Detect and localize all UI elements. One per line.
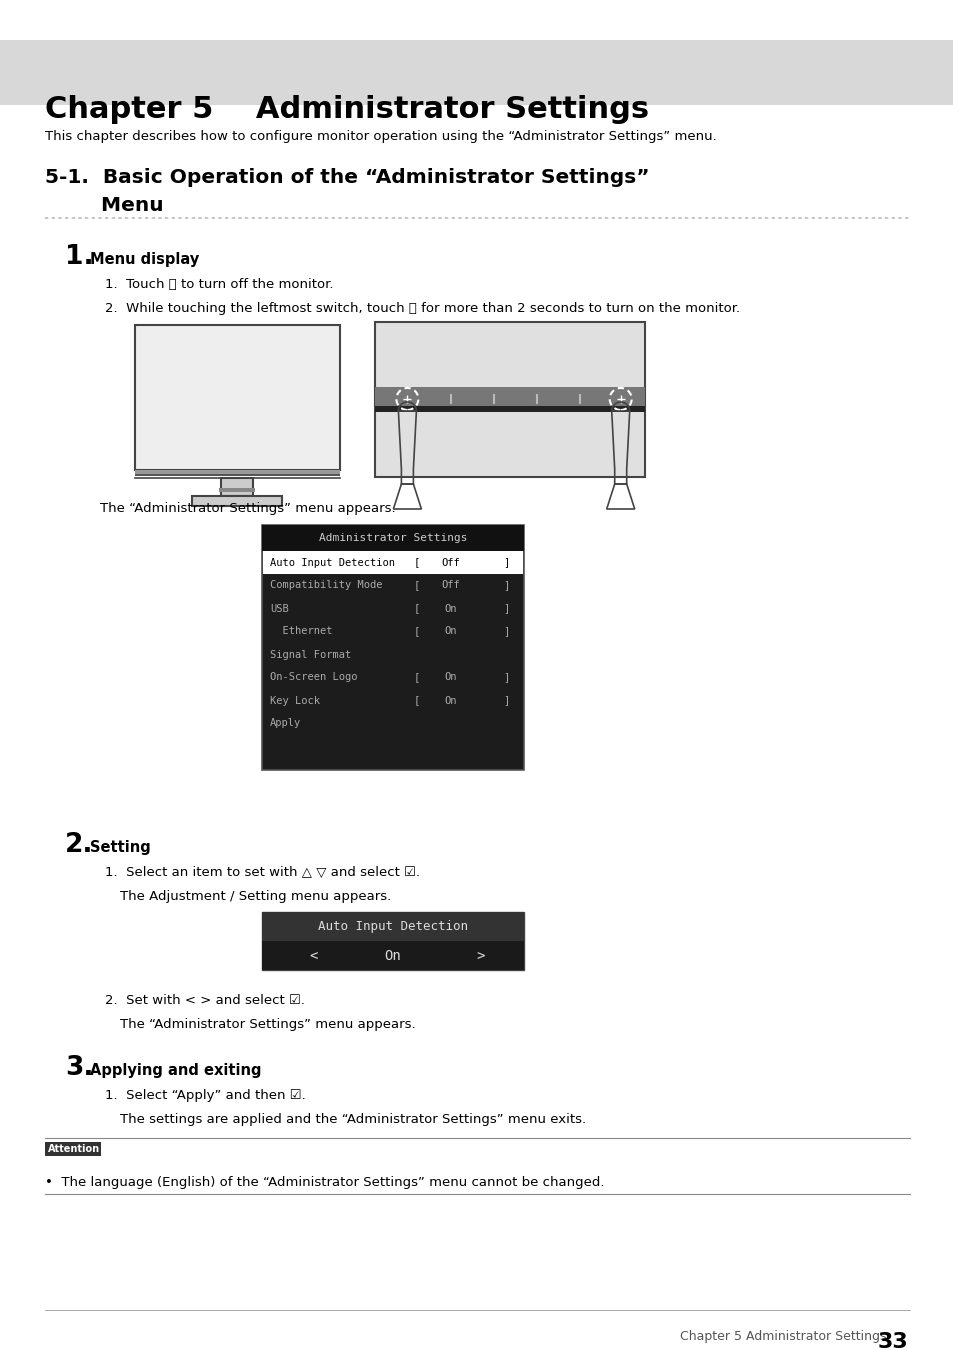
Text: [: [: [414, 558, 419, 567]
Text: Signal Format: Signal Format: [270, 649, 351, 660]
Bar: [375, 387, 644, 412]
Text: [: [: [414, 626, 419, 636]
Bar: [262, 941, 523, 971]
Text: 2.  Set with < > and select ☑.: 2. Set with < > and select ☑.: [105, 994, 305, 1007]
Bar: [375, 323, 644, 477]
Text: Compatibility Mode: Compatibility Mode: [270, 580, 382, 590]
Bar: [45, 1142, 101, 1156]
Text: 2.  While touching the leftmost switch, touch ⏻ for more than 2 seconds to turn : 2. While touching the leftmost switch, t…: [105, 302, 740, 315]
Text: 1.  Select an item to set with △ ▽ and select ☑.: 1. Select an item to set with △ ▽ and se…: [105, 865, 419, 879]
Text: •  The language (English) of the “Administrator Settings” menu cannot be changed: • The language (English) of the “Adminis…: [45, 1176, 604, 1189]
Text: ]: ]: [502, 580, 509, 590]
Bar: [262, 913, 523, 971]
Text: <: <: [309, 949, 317, 963]
Text: Applying and exiting: Applying and exiting: [90, 1062, 261, 1079]
Text: Auto Input Detection: Auto Input Detection: [270, 558, 395, 567]
Text: On: On: [444, 626, 456, 636]
Bar: [262, 525, 523, 769]
Text: On: On: [444, 695, 456, 706]
Text: Attention: Attention: [48, 1143, 100, 1154]
Bar: [262, 525, 523, 551]
Text: Chapter 5 Administrator Settings: Chapter 5 Administrator Settings: [679, 1330, 885, 1343]
Text: 33: 33: [877, 1332, 907, 1350]
Text: 5-1.  Basic Operation of the “Administrator Settings”: 5-1. Basic Operation of the “Administrat…: [45, 167, 649, 188]
Text: ]: ]: [502, 695, 509, 706]
Text: 1.: 1.: [65, 244, 93, 270]
Text: On: On: [444, 672, 456, 683]
Text: 2.: 2.: [65, 832, 93, 859]
Text: Off: Off: [441, 580, 459, 590]
Text: Menu: Menu: [45, 196, 164, 215]
Text: Setting: Setting: [90, 840, 151, 855]
Text: 3.: 3.: [65, 1054, 93, 1081]
Text: Off: Off: [441, 558, 459, 567]
Bar: [192, 495, 282, 506]
Bar: [135, 470, 339, 477]
Text: [: [: [414, 695, 419, 706]
Text: ]: ]: [502, 603, 509, 613]
Text: [: [: [414, 672, 419, 683]
Text: Key Lock: Key Lock: [270, 695, 319, 706]
Bar: [135, 474, 339, 477]
Text: On: On: [384, 949, 401, 963]
Text: Menu display: Menu display: [90, 252, 199, 267]
Bar: [375, 406, 644, 412]
Text: The Adjustment / Setting menu appears.: The Adjustment / Setting menu appears.: [120, 890, 391, 903]
Text: ]: ]: [502, 558, 509, 567]
Text: Apply: Apply: [270, 718, 301, 729]
Text: The settings are applied and the “Administrator Settings” menu exits.: The settings are applied and the “Admini…: [120, 1112, 585, 1126]
Text: Ethernet: Ethernet: [270, 626, 333, 636]
Text: On-Screen Logo: On-Screen Logo: [270, 672, 357, 683]
Text: Auto Input Detection: Auto Input Detection: [317, 919, 468, 933]
Bar: [0, 40, 953, 105]
Text: This chapter describes how to configure monitor operation using the “Administrat: This chapter describes how to configure …: [45, 130, 716, 143]
Text: 1.  Touch ⏻ to turn off the monitor.: 1. Touch ⏻ to turn off the monitor.: [105, 278, 334, 292]
Text: ]: ]: [502, 672, 509, 683]
Text: [: [: [414, 603, 419, 613]
Text: Chapter 5    Administrator Settings: Chapter 5 Administrator Settings: [45, 95, 648, 124]
Text: Administrator Settings: Administrator Settings: [318, 533, 467, 543]
Text: >: >: [476, 949, 485, 963]
Text: [: [: [414, 580, 419, 590]
Text: On: On: [444, 603, 456, 613]
Bar: [262, 913, 523, 941]
Text: ]: ]: [502, 626, 509, 636]
Text: 1.  Select “Apply” and then ☑.: 1. Select “Apply” and then ☑.: [105, 1089, 305, 1102]
Text: The “Administrator Settings” menu appears.: The “Administrator Settings” menu appear…: [100, 502, 395, 514]
Bar: [219, 487, 254, 491]
Bar: [221, 478, 253, 495]
Bar: [263, 551, 522, 574]
Bar: [135, 325, 339, 470]
Text: USB: USB: [270, 603, 289, 613]
Text: The “Administrator Settings” menu appears.: The “Administrator Settings” menu appear…: [120, 1018, 416, 1031]
